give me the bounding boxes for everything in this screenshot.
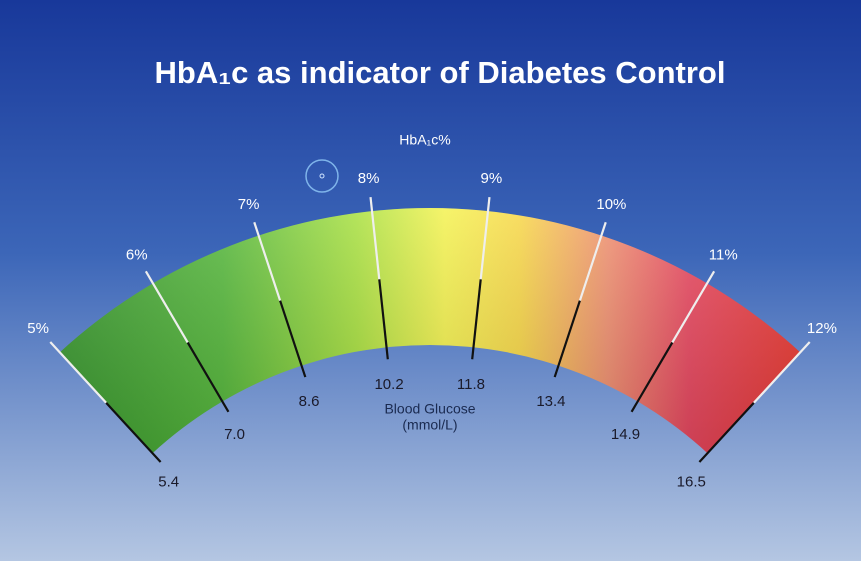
inner-label: 8.6	[299, 393, 320, 410]
tick-light	[49, 341, 107, 404]
tick-dark	[186, 341, 230, 413]
outer-label: 8%	[358, 170, 380, 187]
inner-title: Blood Glucose	[384, 401, 475, 417]
inner-label: 16.5	[677, 474, 706, 491]
tick-light	[479, 197, 491, 280]
title: HbA₁c as indicator of Diabetes Control	[155, 55, 726, 90]
outer-label: 9%	[481, 170, 503, 187]
inner-label: 11.8	[457, 376, 485, 393]
gauge: 5% 5.4 6% 7.0 7% 8.6 8% 10.2 9% 11.8 10% 13.4 11% 14.…	[27, 170, 837, 490]
tick-dark	[471, 279, 482, 360]
tick-dark	[630, 341, 674, 413]
inner-label: 7.0	[224, 426, 245, 443]
outer-label: 11%	[709, 247, 738, 264]
gauge-shade	[59, 207, 801, 454]
tick-light	[369, 197, 381, 280]
inner-label: 10.2	[374, 376, 403, 393]
inner-label: 13.4	[536, 393, 565, 410]
tick-dark	[698, 402, 755, 463]
inner-title: (mmol/L)	[402, 417, 457, 433]
inner-label: 14.9	[611, 426, 640, 443]
inner-label: 5.4	[158, 474, 179, 491]
tick-dark	[279, 300, 307, 378]
outer-label: 7%	[238, 196, 260, 213]
outer-label: 5%	[27, 320, 49, 337]
tick-light	[671, 270, 716, 343]
tick-dark	[378, 279, 389, 360]
outer-title: HbA₁c%	[399, 132, 450, 148]
tick-dark	[105, 402, 162, 463]
tick-dark	[553, 300, 581, 378]
outer-label: 12%	[807, 320, 837, 337]
tick-light	[253, 221, 282, 301]
tick-light	[578, 221, 607, 301]
outer-label: 6%	[126, 247, 148, 264]
outer-label: 10%	[596, 196, 626, 213]
cursor	[305, 159, 339, 193]
tick-light	[753, 341, 811, 404]
tick-light	[144, 270, 189, 343]
